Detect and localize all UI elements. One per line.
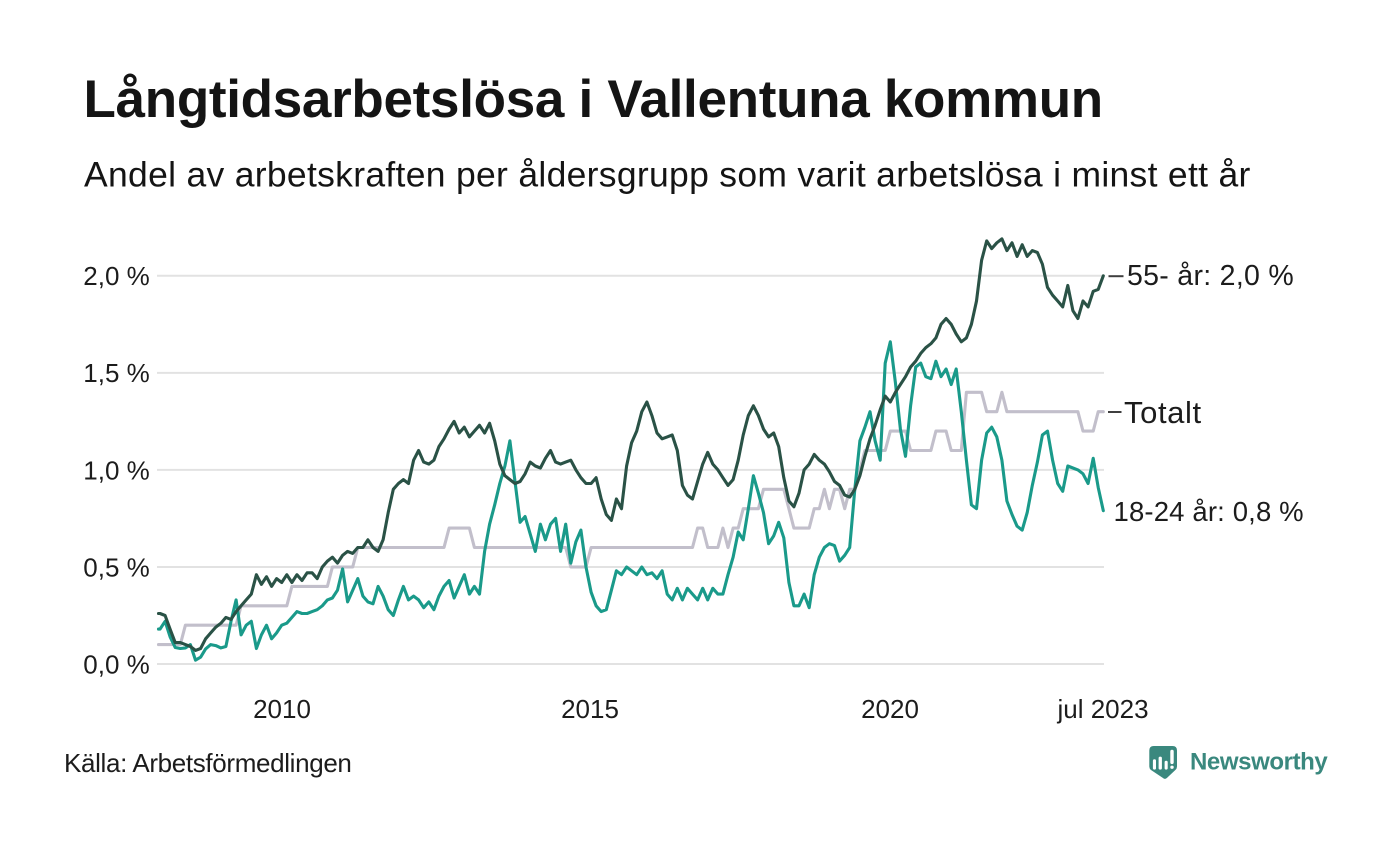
svg-text:jul 2023: jul 2023 bbox=[1056, 694, 1148, 724]
svg-text:0,5 %: 0,5 % bbox=[83, 552, 150, 582]
svg-text:1,0 %: 1,0 % bbox=[83, 455, 150, 485]
svg-text:Newsworthy: Newsworthy bbox=[1190, 748, 1328, 775]
svg-text:2015: 2015 bbox=[561, 694, 619, 724]
svg-text:2,0 %: 2,0 % bbox=[83, 261, 150, 291]
svg-text:2010: 2010 bbox=[253, 694, 311, 724]
svg-text:Källa: Arbetsförmedlingen: Källa: Arbetsförmedlingen bbox=[64, 748, 352, 778]
svg-text:0,0 %: 0,0 % bbox=[83, 649, 150, 679]
svg-text:Andel av arbetskraften per åld: Andel av arbetskraften per åldersgrupp s… bbox=[84, 154, 1251, 194]
svg-text:55- år: 2,0 %: 55- år: 2,0 % bbox=[1127, 260, 1294, 292]
svg-text:18-24 år: 0,8 %: 18-24 år: 0,8 % bbox=[1114, 496, 1304, 527]
svg-text:Totalt: Totalt bbox=[1124, 395, 1202, 430]
svg-text:Långtidsarbetslösa i Vallentun: Långtidsarbetslösa i Vallentuna kommun bbox=[84, 70, 1103, 129]
svg-text:2020: 2020 bbox=[861, 694, 919, 724]
svg-text:1,5 %: 1,5 % bbox=[83, 358, 150, 388]
